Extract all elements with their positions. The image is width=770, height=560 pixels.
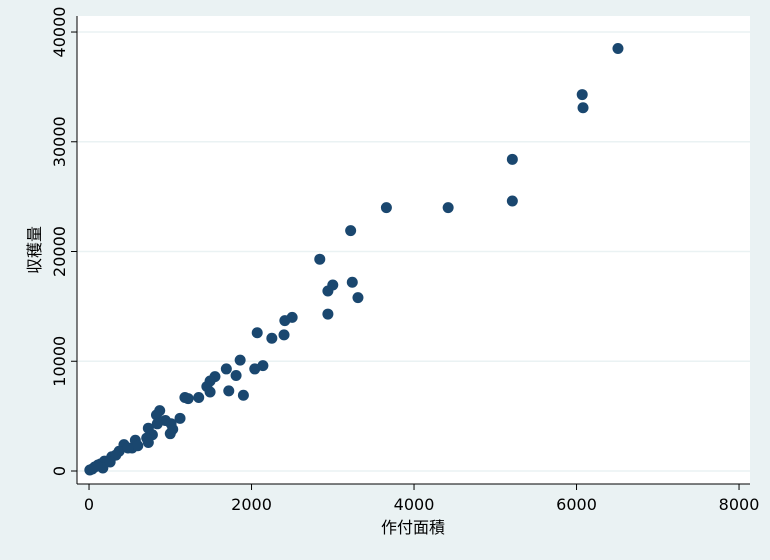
point bbox=[442, 202, 454, 214]
point bbox=[204, 386, 216, 398]
point bbox=[230, 370, 242, 382]
y-tick-label: 40000 bbox=[50, 7, 69, 58]
point bbox=[104, 456, 116, 468]
y-tick-label: 20000 bbox=[50, 226, 69, 277]
y-tick-label: 0 bbox=[50, 466, 69, 476]
point bbox=[506, 153, 518, 165]
x-tick-label: 0 bbox=[84, 495, 94, 514]
point bbox=[279, 315, 291, 327]
point bbox=[278, 329, 290, 341]
x-tick-label: 2000 bbox=[231, 495, 272, 514]
point bbox=[174, 412, 186, 424]
point bbox=[352, 292, 364, 304]
point bbox=[132, 440, 144, 452]
point bbox=[506, 195, 518, 207]
point bbox=[577, 102, 589, 114]
y-tick-label: 10000 bbox=[50, 336, 69, 387]
point bbox=[612, 42, 624, 54]
point bbox=[142, 436, 154, 448]
y-tick-label: 30000 bbox=[50, 116, 69, 167]
point bbox=[91, 460, 103, 472]
point bbox=[193, 391, 205, 403]
plot-area bbox=[77, 16, 750, 484]
x-tick-label: 8000 bbox=[719, 495, 760, 514]
point bbox=[220, 363, 232, 375]
point bbox=[223, 385, 235, 397]
x-tick-label: 4000 bbox=[394, 495, 435, 514]
point bbox=[322, 285, 334, 297]
point bbox=[150, 409, 162, 421]
point bbox=[182, 393, 194, 405]
point bbox=[249, 363, 261, 375]
point bbox=[164, 428, 176, 440]
point bbox=[346, 276, 358, 288]
point bbox=[576, 89, 588, 101]
point bbox=[266, 332, 278, 344]
point bbox=[314, 253, 326, 265]
point bbox=[345, 225, 357, 237]
point bbox=[234, 354, 246, 366]
point bbox=[380, 202, 392, 214]
point bbox=[122, 442, 134, 454]
x-tick-label: 6000 bbox=[556, 495, 597, 514]
y-axis-label: 収穫量 bbox=[25, 226, 44, 274]
point bbox=[237, 389, 249, 401]
point bbox=[322, 308, 334, 320]
x-axis-label: 作付面積 bbox=[381, 518, 445, 537]
point bbox=[151, 418, 163, 430]
point bbox=[251, 327, 263, 339]
